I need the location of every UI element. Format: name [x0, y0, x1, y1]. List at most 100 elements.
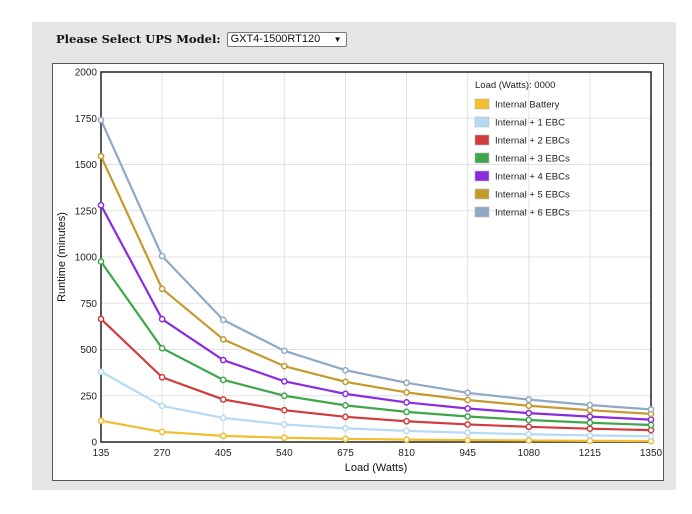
data-point: [342, 366, 349, 374]
legend-item: Internal + 2 EBCs: [474, 134, 570, 147]
series-internal-4-ebcs: [97, 201, 655, 423]
data-point: [219, 396, 227, 403]
data-point: [403, 389, 410, 396]
x-axis-title: Load (Watts): [345, 462, 408, 474]
y-tick-label: 1000: [75, 253, 98, 264]
legend-item: Internal + 6 EBCs: [474, 206, 570, 219]
legend-title: Load (Watts): 0000: [475, 80, 555, 91]
series-internal-6-ebcs: [97, 116, 655, 413]
chevron-down-icon: ▼: [333, 34, 342, 44]
data-point: [525, 409, 533, 417]
legend-swatch: [474, 134, 490, 146]
legend-swatch: [474, 206, 490, 218]
data-point: [158, 344, 166, 352]
y-tick-label: 250: [80, 391, 97, 402]
legend-label: Internal + 3 EBCs: [495, 154, 570, 165]
series-internal-1-ebc: [97, 368, 655, 440]
data-point: [403, 399, 410, 406]
legend-item: Internal + 4 EBCs: [474, 170, 570, 183]
data-point: [464, 396, 472, 404]
x-tick-label: 135: [93, 448, 110, 459]
series-internal-5-ebcs: [97, 152, 655, 418]
selected-model-value: GXT4-1500RT120: [230, 32, 321, 45]
runtime-chart: 0 250 500 750 1000 1250 1500 1750 2000 135 270 405 5…: [52, 63, 664, 481]
data-point: [280, 392, 288, 400]
legend-label: Internal Battery: [495, 100, 560, 111]
data-point: [525, 430, 533, 438]
data-point: [97, 258, 105, 265]
y-axis-title: Runtime (minutes): [56, 212, 68, 302]
model-selector-label: Please Select UPS Model:: [56, 32, 221, 46]
x-tick-label: 1350: [640, 448, 663, 459]
legend-swatch: [474, 98, 490, 110]
x-tick-label: 810: [398, 448, 415, 459]
data-point: [280, 362, 288, 370]
data-point: [280, 406, 288, 414]
data-point: [158, 285, 166, 293]
data-point: [342, 424, 349, 432]
data-point: [647, 416, 655, 423]
data-point: [342, 435, 349, 443]
data-point: [280, 434, 288, 442]
legend-label: Internal + 2 EBCs: [495, 136, 570, 147]
legend-label: Internal + 1 EBC: [495, 118, 565, 129]
chart-series: [97, 116, 655, 445]
data-point: [403, 379, 410, 387]
legend-swatch: [474, 170, 490, 182]
data-point: [280, 347, 288, 355]
x-tick-label: 540: [276, 448, 293, 459]
series-line: [100, 370, 652, 438]
data-point: [158, 428, 166, 436]
y-tick-label: 1500: [75, 160, 98, 171]
data-point: [342, 413, 349, 421]
data-point: [97, 116, 105, 124]
data-point: [342, 402, 349, 409]
data-point: [464, 413, 472, 420]
data-point: [219, 376, 227, 384]
data-point: [219, 432, 227, 440]
data-point: [403, 427, 410, 435]
data-point: [342, 390, 349, 398]
data-point: [280, 421, 288, 428]
series-line: [100, 155, 652, 415]
series-line: [100, 260, 652, 427]
data-point: [647, 421, 655, 429]
data-point: [464, 429, 472, 437]
legend-swatch: [474, 116, 490, 128]
data-point: [219, 414, 227, 422]
series-line: [100, 318, 652, 432]
legend-label: Internal + 5 EBCs: [495, 190, 570, 201]
data-point: [586, 425, 594, 433]
data-point: [158, 373, 166, 381]
legend-item: Internal + 5 EBCs: [474, 188, 570, 201]
legend-item: Internal + 3 EBCs: [474, 152, 570, 165]
series-line: [100, 204, 652, 421]
data-point: [464, 389, 472, 397]
data-point: [525, 416, 533, 424]
data-point: [158, 402, 166, 410]
chart-axes: 0 250 500 750 1000 1250 1500 1750 2000 135 270 405 5…: [75, 68, 663, 460]
x-tick-label: 270: [154, 448, 171, 459]
data-point: [97, 152, 105, 160]
ups-model-select[interactable]: GXT4-1500RT120 ▼: [226, 31, 347, 47]
plot-frame: [100, 71, 652, 443]
x-tick-label: 1080: [518, 448, 541, 459]
data-point: [219, 356, 227, 364]
data-point: [586, 406, 594, 414]
data-point: [342, 378, 349, 386]
data-point: [464, 405, 472, 412]
x-tick-label: 405: [215, 448, 232, 459]
x-tick-label: 675: [337, 448, 354, 459]
y-tick-label: 2000: [75, 68, 98, 79]
y-tick-label: 500: [80, 345, 97, 356]
data-point: [464, 421, 472, 428]
model-selector-row: Please Select UPS Model: GXT4-1500RT120 …: [56, 30, 347, 48]
legend-swatch: [474, 152, 490, 164]
series-internal-2-ebcs: [97, 315, 655, 434]
data-point: [403, 417, 410, 425]
data-point: [403, 408, 410, 416]
legend-item: Internal + 1 EBC: [474, 116, 565, 129]
data-point: [586, 401, 594, 409]
data-point: [97, 201, 105, 209]
data-point: [464, 436, 472, 444]
